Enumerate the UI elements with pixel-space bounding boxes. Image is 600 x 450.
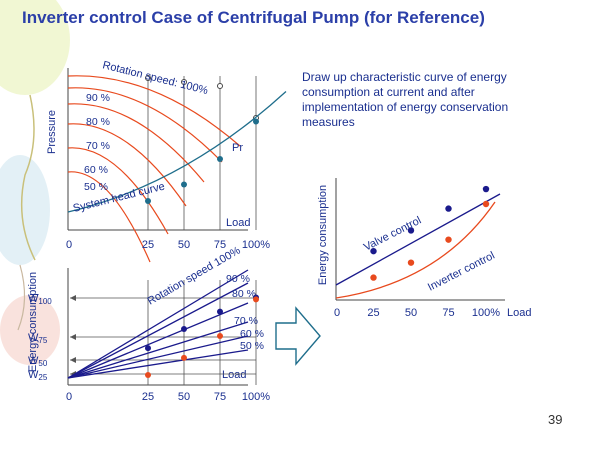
w-level-arrow: [70, 357, 76, 363]
red-point: [181, 354, 187, 361]
fan-percent-label: 50 %: [240, 340, 264, 352]
slide-title: Inverter control Case of Centrifugal Pum…: [22, 8, 485, 27]
inverter-point: [407, 259, 415, 266]
speed-fan-line: [67, 282, 249, 379]
red-point: [217, 333, 223, 339]
navy-point: [181, 326, 187, 333]
comparison-x-tick: 75: [442, 307, 454, 319]
comparison-x-tick: 25: [367, 307, 379, 319]
speed-fan-line: [67, 321, 249, 379]
rated-point: [217, 83, 223, 89]
pressure-load-label: Load: [226, 217, 250, 229]
valve-point: [482, 185, 490, 193]
system-head-curve: [67, 91, 287, 213]
speed-percent-label: 80 %: [86, 116, 110, 128]
fan-percent-label: 90 %: [226, 273, 250, 285]
inverter-control-curve: [335, 201, 496, 299]
pressure-x-tick: 0: [66, 239, 72, 251]
comparison-x-tick: 50: [405, 307, 417, 319]
fan-percent-label: 80 %: [232, 288, 256, 300]
speed-percent-label: 60 %: [84, 164, 108, 176]
speed-percent-label: 50 %: [84, 181, 108, 193]
w-level-subscript: 25: [38, 373, 47, 382]
valve-point: [370, 247, 377, 255]
energy-load-label: Load: [222, 369, 246, 381]
navy-point: [217, 308, 223, 315]
operating-point: [145, 198, 151, 204]
speed-fan-line: [67, 335, 249, 379]
description-text: Draw up characteristic curve of energy c…: [302, 70, 509, 129]
page-number: 39: [548, 412, 563, 427]
speed-fan-line: [67, 349, 249, 379]
rated-point: [181, 79, 187, 85]
energy-x-tick: 0: [66, 391, 72, 403]
inverter-point: [445, 236, 452, 243]
red-point: [145, 372, 151, 378]
speed-curve: [67, 75, 241, 147]
comparison-x-tick: 0: [334, 307, 340, 319]
fan-percent-label: 70 %: [234, 315, 258, 327]
speed-fan-line: [67, 269, 249, 379]
rated-point: [145, 75, 151, 81]
w-level-label: W75: [28, 332, 48, 345]
w-level-subscript: 50: [38, 359, 47, 368]
speed-percent-label: 70 %: [86, 140, 110, 152]
speed-percent-label: 90 %: [86, 92, 110, 104]
comparison-x-tick: 100%: [472, 307, 500, 319]
energy-x-tick: 25: [142, 391, 154, 403]
valve-control-line: [335, 193, 501, 286]
energy-x-tick: 50: [178, 391, 190, 403]
valve-control-label: Valve control: [362, 214, 423, 253]
w-level-subscript: 100: [38, 297, 52, 306]
pressure-x-tick: 50: [178, 239, 190, 251]
speed-curve: [67, 147, 169, 235]
arrow-right-icon: [275, 306, 321, 366]
operating-point: [253, 118, 259, 125]
inverter-control-label: Inverter control: [426, 250, 497, 294]
speed-curve: [67, 87, 223, 163]
operating-point: [217, 156, 223, 162]
pressure-axis-label: Pressure: [46, 110, 58, 154]
pressure-x-tick: 75: [214, 239, 226, 251]
valve-point: [445, 205, 452, 212]
w-level-arrow: [70, 334, 76, 340]
operating-point: [181, 181, 187, 188]
energy-axis-label: Energy consumption: [27, 272, 39, 372]
energy-x-tick: 75: [214, 391, 226, 403]
pressure-x-tick: 25: [142, 239, 154, 251]
w-level-label: W100: [28, 293, 52, 306]
energy-x-tick: 100%: [242, 391, 270, 403]
w-level-arrow: [70, 295, 76, 301]
speed-fan-line: [67, 302, 249, 379]
comparison-axis-label: Energy consumption: [317, 185, 329, 285]
pr-label: Pr: [232, 142, 243, 154]
inverter-point: [370, 274, 377, 281]
speed-curve: [67, 171, 151, 263]
w-level-label: W25: [28, 369, 48, 382]
comparison-load-label: Load: [507, 307, 531, 319]
w-level-subscript: 75: [38, 336, 47, 345]
fan-percent-label: 60 %: [240, 328, 264, 340]
w-level-label: W50: [28, 355, 48, 368]
valve-point: [407, 227, 415, 234]
speed-curve: [67, 123, 187, 207]
pressure-x-tick: 100%: [242, 239, 270, 251]
navy-point: [145, 345, 151, 352]
inverter-point: [482, 200, 490, 208]
red-point: [253, 296, 259, 303]
